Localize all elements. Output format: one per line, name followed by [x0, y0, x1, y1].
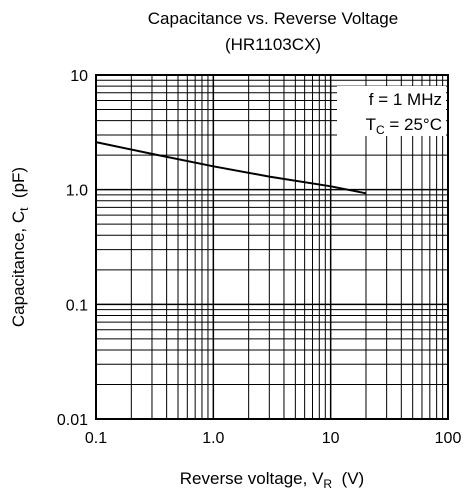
- y-tick-labels: 0.01 0.1 1.0 10: [57, 68, 88, 429]
- y-axis-label-unit: (pF): [9, 167, 28, 198]
- x-axis-label-unit: (V): [342, 469, 365, 488]
- x-tick-label: 100: [435, 430, 462, 447]
- annotation-temperature: TC = 25°C: [366, 115, 442, 137]
- y-axis-label: Capacitance, Ct (pF): [9, 167, 31, 327]
- y-axis-label-sub: t: [17, 207, 31, 211]
- x-tick-label: 0.1: [85, 430, 107, 447]
- annotation-temperature-value: = 25°C: [385, 115, 442, 134]
- chart-subtitle: (HR1103CX): [225, 35, 321, 54]
- x-tick-label: 10: [322, 430, 340, 447]
- annotation-frequency: f = 1 MHz: [369, 90, 442, 109]
- y-tick-label: 1.0: [66, 183, 88, 200]
- y-axis-label-main: Capacitance, C: [9, 211, 28, 327]
- y-tick-label: 10: [70, 68, 88, 85]
- x-axis-label: Reverse voltage, VR (V): [180, 469, 364, 491]
- annotation-temperature-symbol: T: [366, 115, 376, 134]
- x-tick-label: 1.0: [202, 430, 224, 447]
- annotation-box: [337, 86, 446, 136]
- y-axis-label-space: [9, 198, 28, 207]
- x-axis-label-space: [332, 469, 341, 488]
- y-tick-label: 0.01: [57, 412, 88, 429]
- x-axis-label-main: Reverse voltage, V: [180, 469, 324, 488]
- plot-frame: [95, 74, 449, 420]
- chart-title: Capacitance vs. Reverse Voltage: [148, 9, 398, 28]
- series-layer: [95, 141, 367, 195]
- annotation-temperature-sub: C: [376, 123, 385, 137]
- y-tick-label: 0.1: [66, 297, 88, 314]
- x-tick-labels: 0.1 1.0 10 100: [85, 430, 462, 447]
- x-axis-label-sub: R: [323, 477, 332, 491]
- series-line-1: [95, 141, 367, 195]
